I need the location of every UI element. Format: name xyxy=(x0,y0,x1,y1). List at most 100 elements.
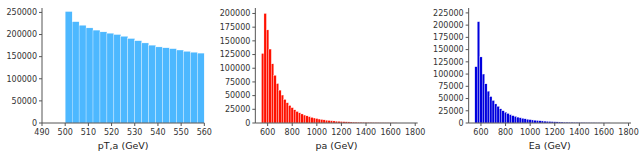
bar xyxy=(264,13,266,123)
x-tick-label: 560 xyxy=(197,128,212,137)
x-tick xyxy=(579,123,580,126)
y-tick xyxy=(466,86,469,87)
bar xyxy=(279,90,281,123)
y-tick xyxy=(466,37,469,38)
bar xyxy=(156,47,163,123)
y-tick xyxy=(466,123,469,124)
x-tick xyxy=(157,123,158,126)
bar xyxy=(72,22,79,123)
y-tick xyxy=(252,81,255,82)
bar xyxy=(526,119,528,123)
bar xyxy=(274,75,276,123)
x-tick xyxy=(603,123,604,126)
y-tick-label: 50000 xyxy=(225,91,250,100)
y-tick xyxy=(466,98,469,99)
bar xyxy=(128,39,135,123)
panel: 0250005000075000100000125000150000175000… xyxy=(433,8,639,151)
bar xyxy=(296,112,298,124)
bar xyxy=(65,12,72,123)
y-tick xyxy=(252,109,255,110)
bar xyxy=(318,119,320,123)
x-tick-label: 1200 xyxy=(331,128,351,137)
y-tick-label: 225000 xyxy=(433,9,464,18)
y-tick xyxy=(39,78,42,79)
y-tick-label: 75000 xyxy=(438,82,463,91)
y-tick xyxy=(466,74,469,75)
bars xyxy=(261,13,396,123)
x-tick-label: 1400 xyxy=(356,128,376,137)
y-tick xyxy=(466,25,469,26)
bar xyxy=(79,25,86,123)
bar xyxy=(514,116,516,123)
bar xyxy=(293,110,295,123)
bar xyxy=(490,97,492,123)
bar xyxy=(522,118,524,123)
bar xyxy=(301,114,303,123)
x-axis-label: pT,a (GeV) xyxy=(98,140,149,151)
bar xyxy=(93,30,100,123)
y-tick xyxy=(39,12,42,13)
bar xyxy=(313,118,315,123)
bar xyxy=(480,57,482,123)
bar xyxy=(492,100,494,123)
bar xyxy=(485,84,487,123)
bar xyxy=(271,64,273,123)
x-tick-label: 1600 xyxy=(380,128,400,137)
x-axis-line xyxy=(42,123,204,124)
bar xyxy=(529,120,531,123)
bars xyxy=(65,12,204,123)
x-tick xyxy=(65,123,66,126)
bar xyxy=(163,48,170,123)
y-tick xyxy=(466,110,469,111)
y-tick-label: 175000 xyxy=(220,23,251,32)
bar xyxy=(177,50,184,123)
y-tick-label: 75000 xyxy=(225,78,250,87)
bar xyxy=(311,117,313,123)
bar xyxy=(107,33,114,123)
y-tick xyxy=(252,27,255,28)
y-tick-label: 0 xyxy=(459,119,464,128)
x-tick-label: 520 xyxy=(104,128,119,137)
bar xyxy=(298,113,300,123)
bar xyxy=(266,30,268,123)
x-tick xyxy=(267,123,268,126)
x-tick-label: 490 xyxy=(34,128,49,137)
y-tick-label: 125000 xyxy=(433,58,464,67)
x-tick-label: 1600 xyxy=(594,128,614,137)
bar xyxy=(504,112,506,123)
y-tick-label: 0 xyxy=(245,119,250,128)
x-tick-label: 1000 xyxy=(307,128,327,137)
bar xyxy=(284,99,286,123)
bar xyxy=(276,84,278,123)
bar xyxy=(114,35,121,123)
y-tick-label: 200000 xyxy=(220,9,251,18)
x-tick-label: 600 xyxy=(473,128,488,137)
bar xyxy=(135,41,142,123)
bar xyxy=(289,105,291,123)
bar xyxy=(517,117,519,123)
bar xyxy=(306,116,308,123)
bar xyxy=(316,119,318,123)
bar xyxy=(519,118,521,123)
x-tick xyxy=(111,123,112,126)
bar xyxy=(303,115,305,123)
y-tick xyxy=(39,56,42,57)
x-tick xyxy=(415,123,416,126)
x-axis-line xyxy=(469,123,631,124)
bar xyxy=(261,53,263,123)
bar xyxy=(497,106,499,123)
x-axis-line xyxy=(255,123,417,124)
x-tick xyxy=(134,123,135,126)
y-tick-label: 200000 xyxy=(6,30,37,39)
bar xyxy=(487,91,489,123)
bar xyxy=(499,109,501,123)
y-tick-label: 100000 xyxy=(433,70,464,79)
bar xyxy=(509,115,511,123)
bars xyxy=(475,22,610,123)
bar xyxy=(286,103,288,123)
y-tick xyxy=(252,40,255,41)
bar xyxy=(321,119,323,123)
y-tick-label: 200000 xyxy=(433,21,464,30)
x-tick xyxy=(505,123,506,126)
y-tick-label: 0 xyxy=(32,119,37,128)
